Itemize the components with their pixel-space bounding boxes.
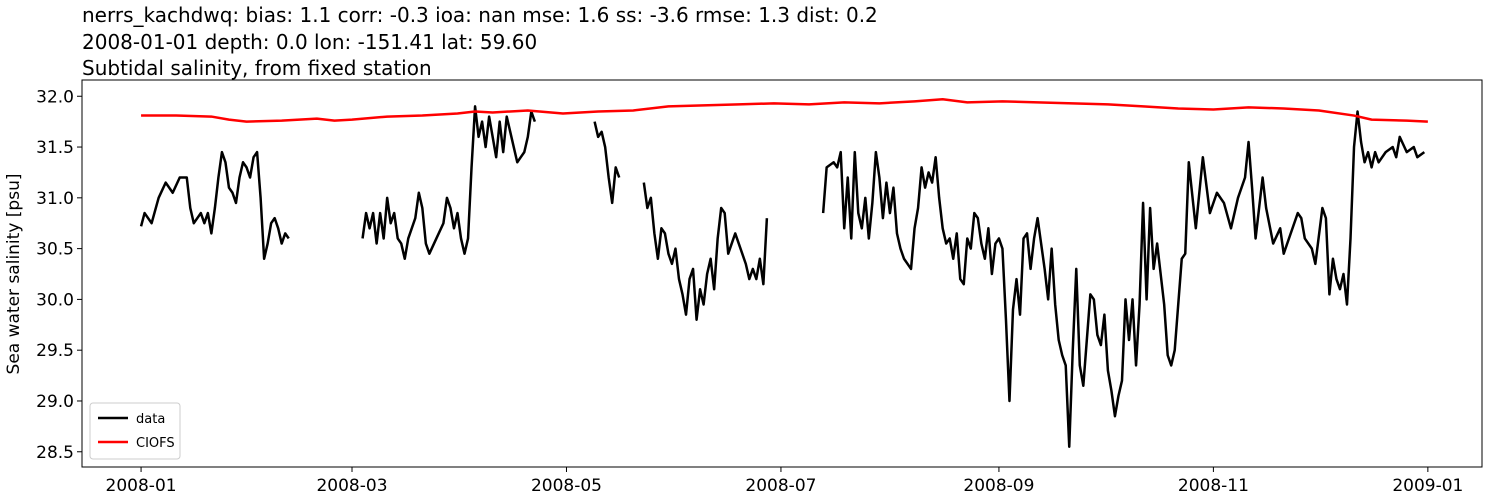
chart-subtitle: 2008-01-01 depth: 0.0 lon: -151.41 lat: … (82, 30, 537, 54)
y-tick-label: 31.5 (36, 138, 74, 158)
legend-label: data (136, 412, 165, 427)
y-tick-label: 29.0 (36, 392, 74, 412)
plot-frame (81, 79, 1483, 468)
y-axis-label: Sea water salinity [psu] (4, 174, 24, 375)
chart-subtitle: Subtidal salinity, from fixed station (82, 56, 432, 80)
data-line (139, 105, 1426, 448)
x-tick-label: 2008-11 (1178, 476, 1249, 496)
legend-label: CIOFS (136, 436, 175, 451)
x-tick-label: 2008-05 (531, 476, 602, 496)
chart-title: nerrs_kachdwq: bias: 1.1 corr: -0.3 ioa:… (82, 3, 878, 27)
y-tick-label: 30.5 (36, 240, 74, 260)
x-tick-label: 2008-09 (963, 476, 1034, 496)
x-tick-label: 2008-03 (316, 476, 387, 496)
y-tick-label: 30.0 (36, 290, 74, 310)
x-tick-label: 2009-01 (1392, 476, 1463, 496)
y-tick-label: 29.5 (36, 341, 74, 361)
data-line (141, 98, 1428, 123)
legend: data CIOFS (89, 402, 181, 460)
x-tick-label: 2008-01 (106, 476, 177, 496)
x-tick-label: 2008-07 (745, 476, 816, 496)
y-tick-label: 32.0 (36, 87, 74, 107)
y-tick-label: 31.0 (36, 189, 74, 209)
y-tick-label: 28.5 (36, 443, 74, 463)
